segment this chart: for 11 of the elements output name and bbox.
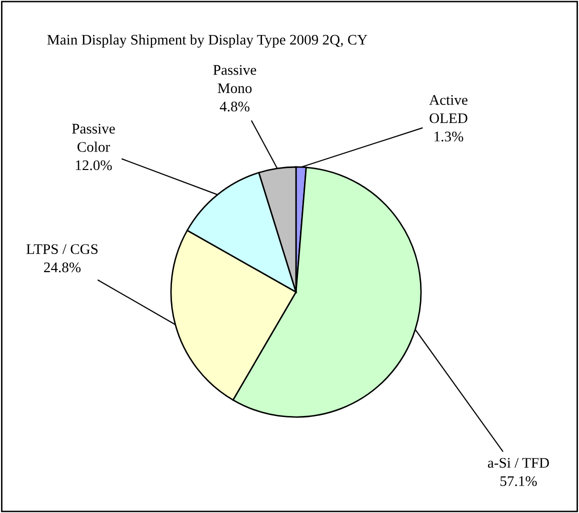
slice-label: Passive Mono [213,65,256,94]
slice-label: LTPS / CGS [26,244,98,254]
chart-title: Main Display Shipment by Display Type 2009 2Q, CY [47,34,368,48]
data-label: 57.1% [500,476,537,486]
slice-label: Active OLED [429,95,468,124]
data-label: 1.3% [434,132,464,142]
slice-label: Passive Color [72,124,115,152]
slice-label: a-Si / TFD [488,458,549,468]
data-label: 24.8% [44,262,81,272]
data-label: 4.8% [220,102,250,112]
data-label: 12.0% [76,160,112,170]
